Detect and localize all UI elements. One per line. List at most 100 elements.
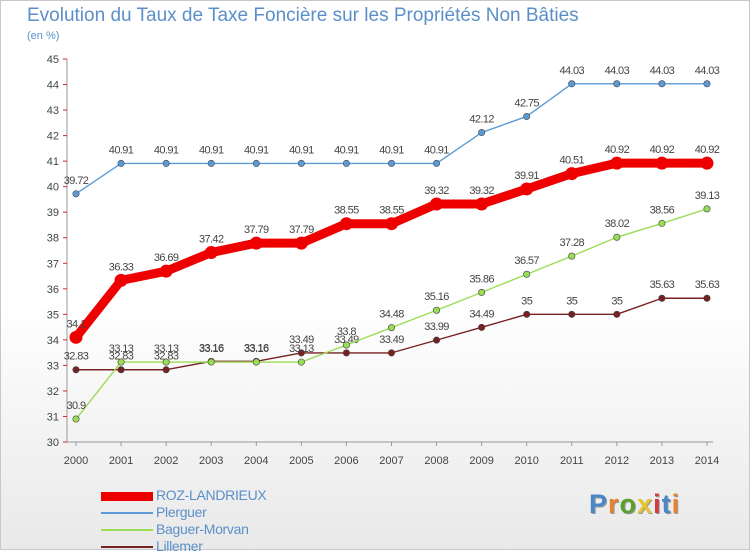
data-label: 33.16 <box>199 342 224 354</box>
data-label: 40.91 <box>289 144 314 156</box>
x-tick-label: 2009 <box>469 455 493 467</box>
data-point <box>520 182 534 196</box>
legend-label: Baguer-Morvan <box>156 521 249 537</box>
data-label: 32.83 <box>154 351 179 363</box>
data-point <box>162 366 170 374</box>
data-point <box>433 336 441 344</box>
data-label: 33.16 <box>244 343 269 355</box>
data-point <box>475 197 489 211</box>
data-label: 44.03 <box>695 65 720 77</box>
data-point <box>565 167 579 181</box>
data-label: 38.56 <box>650 204 675 216</box>
data-point <box>568 310 576 318</box>
y-tick-label: 39 <box>47 207 59 219</box>
data-point <box>339 217 353 231</box>
y-tick-label: 40 <box>47 182 59 194</box>
data-label: 33.49 <box>379 334 404 346</box>
data-label: 42.75 <box>514 97 539 109</box>
data-label: 40.91 <box>199 144 224 156</box>
data-label: 37.28 <box>560 237 585 249</box>
x-tick-label: 2012 <box>605 455 629 467</box>
x-tick-label: 2014 <box>695 455 719 467</box>
data-point <box>159 264 173 278</box>
x-tick-label: 2002 <box>154 455 178 467</box>
data-label: 40.91 <box>379 144 404 156</box>
data-point <box>342 349 350 357</box>
data-point <box>703 205 711 213</box>
data-point <box>568 252 576 260</box>
x-tick-label: 2001 <box>109 455 133 467</box>
legend-swatch <box>101 491 153 501</box>
data-label: 40.92 <box>695 144 720 156</box>
data-point <box>117 366 125 374</box>
data-label: 37.79 <box>289 224 314 236</box>
data-point <box>478 288 486 296</box>
data-point <box>252 358 260 366</box>
data-label: 38.02 <box>605 218 630 230</box>
data-label: 33.16 <box>199 343 224 355</box>
data-point <box>72 415 80 423</box>
data-point <box>162 358 170 366</box>
data-label: 36.69 <box>154 252 179 264</box>
data-label: 33.16 <box>244 342 269 354</box>
data-point <box>658 219 666 227</box>
data-point <box>387 349 395 357</box>
data-label: 35.63 <box>695 279 720 291</box>
data-point <box>387 324 395 332</box>
data-label: 40.91 <box>154 144 179 156</box>
data-label: 40.91 <box>109 144 134 156</box>
x-tick-label: 2008 <box>424 455 448 467</box>
data-point <box>72 366 80 374</box>
data-label: 35 <box>521 295 533 307</box>
y-tick-label: 36 <box>47 284 59 296</box>
data-label: 33.13 <box>109 343 134 355</box>
data-point <box>523 270 531 278</box>
data-point <box>430 197 444 211</box>
data-point <box>207 358 215 366</box>
data-label: 44.03 <box>605 65 630 77</box>
data-label: 34.49 <box>469 308 494 320</box>
data-label: 33.49 <box>289 334 314 346</box>
data-label: 40.91 <box>244 144 269 156</box>
data-point <box>252 159 260 167</box>
data-point <box>433 306 441 314</box>
data-label: 36.33 <box>109 261 134 273</box>
y-tick-label: 34 <box>47 335 59 347</box>
data-label: 44.03 <box>650 65 675 77</box>
proxiti-logo: Proxiti <box>589 489 681 519</box>
data-point <box>294 236 308 250</box>
data-point <box>613 310 621 318</box>
data-point <box>478 323 486 331</box>
data-label: 42.12 <box>469 114 494 126</box>
x-tick-label: 2010 <box>514 455 538 467</box>
y-tick-label: 31 <box>47 411 59 423</box>
data-label: 38.55 <box>379 205 404 217</box>
data-point <box>613 80 621 88</box>
data-label: 39.32 <box>424 185 449 197</box>
data-point <box>384 217 398 231</box>
series-line <box>75 83 707 195</box>
data-point <box>204 246 218 260</box>
data-label: 35 <box>566 295 578 307</box>
y-tick-label: 41 <box>47 156 59 168</box>
x-tick-label: 2004 <box>244 455 268 467</box>
data-point <box>342 159 350 167</box>
x-tick-label: 2007 <box>379 455 403 467</box>
data-point <box>658 80 666 88</box>
legend-label: Plerguer <box>156 504 207 520</box>
x-tick-label: 2011 <box>560 455 584 467</box>
legend-label: ROZ-LANDRIEUX <box>156 487 267 503</box>
data-point <box>703 80 711 88</box>
data-label: 33.99 <box>424 321 449 333</box>
y-tick-label: 33 <box>47 360 59 372</box>
x-tick-label: 2005 <box>289 455 313 467</box>
data-point <box>703 294 711 302</box>
y-tick-label: 37 <box>47 258 59 270</box>
legend-swatch <box>101 529 153 531</box>
data-point <box>297 349 305 357</box>
y-tick-label: 44 <box>47 80 59 92</box>
data-point <box>249 236 263 250</box>
data-label: 40.51 <box>560 155 585 167</box>
unit-label: (en %) <box>27 30 60 42</box>
